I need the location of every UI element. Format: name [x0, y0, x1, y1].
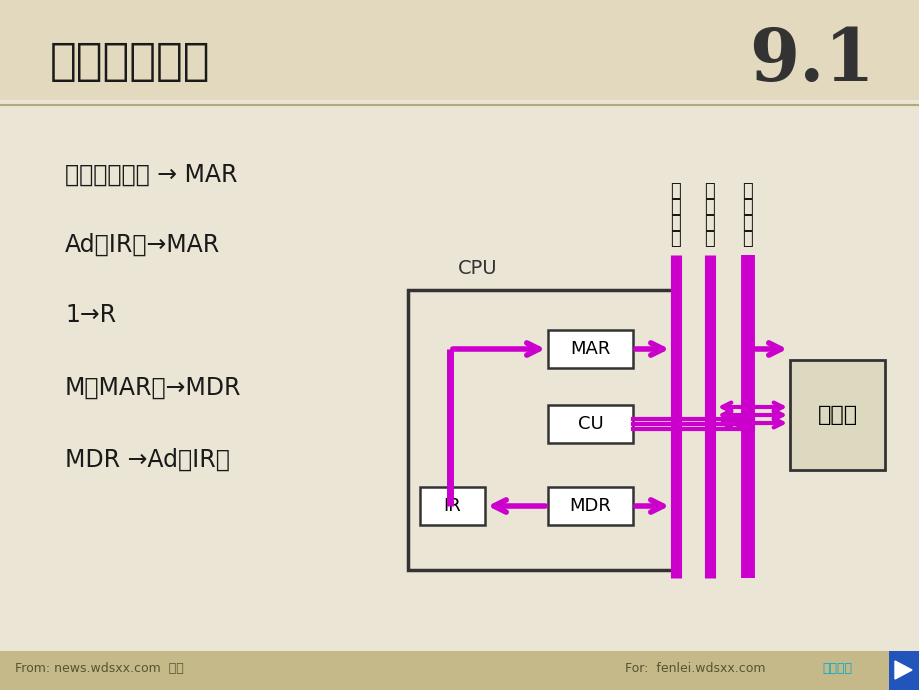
Bar: [0, 15, 919, 20]
Bar: [0, 50, 919, 55]
Text: MAR: MAR: [570, 340, 610, 358]
Text: 总: 总: [742, 198, 753, 216]
Bar: [0, 40, 919, 45]
Text: MDR: MDR: [569, 497, 611, 515]
Text: 地: 地: [670, 230, 681, 248]
Text: 线: 线: [704, 182, 715, 200]
Text: 数: 数: [704, 230, 715, 248]
Bar: [0, 70, 919, 75]
Bar: [0, 651, 919, 690]
Bar: [0, 65, 919, 70]
Bar: [0, 0, 919, 5]
Text: 1→R: 1→R: [65, 303, 116, 327]
Bar: [0, 60, 919, 65]
Bar: [0, 25, 919, 30]
Text: 据: 据: [704, 214, 715, 232]
Bar: [0, 90, 919, 95]
Text: 指令形式地址 → MAR: 指令形式地址 → MAR: [65, 163, 237, 187]
Text: For:  fenlei.wdsxx.com: For: fenlei.wdsxx.com: [624, 662, 773, 675]
Text: 总: 总: [670, 198, 681, 216]
Bar: [0, 10, 919, 15]
Bar: [548, 330, 632, 368]
Bar: [0, 75, 919, 80]
Bar: [0, 30, 919, 35]
Bar: [0, 45, 919, 50]
Text: Ad（IR）→MAR: Ad（IR）→MAR: [65, 233, 220, 257]
Text: 线: 线: [670, 182, 681, 200]
Text: 线: 线: [742, 182, 753, 200]
Bar: [789, 360, 884, 470]
Bar: [548, 405, 632, 443]
Bar: [0, 20, 919, 25]
Text: From: news.wdsxx.com  新闻: From: news.wdsxx.com 新闻: [15, 662, 184, 675]
Bar: [0, 55, 919, 60]
Text: CPU: CPU: [458, 259, 497, 277]
Bar: [0, 35, 919, 40]
Bar: [420, 487, 484, 525]
Bar: [0, 95, 919, 100]
Text: 分类信息: 分类信息: [821, 662, 851, 675]
Bar: [548, 487, 632, 525]
Bar: [407, 290, 677, 570]
Text: 二、间址周期: 二、间址周期: [50, 41, 210, 83]
Text: MDR →Ad（IR）: MDR →Ad（IR）: [65, 448, 230, 472]
Bar: [0, 5, 919, 10]
Text: 制: 制: [742, 214, 753, 232]
Bar: [0, 85, 919, 90]
Polygon shape: [894, 661, 911, 679]
Bar: [0, 0, 919, 100]
Text: IR: IR: [443, 497, 460, 515]
Text: CU: CU: [577, 415, 603, 433]
Text: M（MAR）→MDR: M（MAR）→MDR: [65, 376, 242, 400]
Text: 9.1: 9.1: [749, 25, 874, 95]
Text: 存储器: 存储器: [817, 405, 857, 425]
Bar: [0, 80, 919, 85]
Bar: [888, 651, 919, 690]
Text: 总: 总: [704, 198, 715, 216]
Text: 控: 控: [742, 230, 753, 248]
Text: 址: 址: [670, 214, 681, 232]
